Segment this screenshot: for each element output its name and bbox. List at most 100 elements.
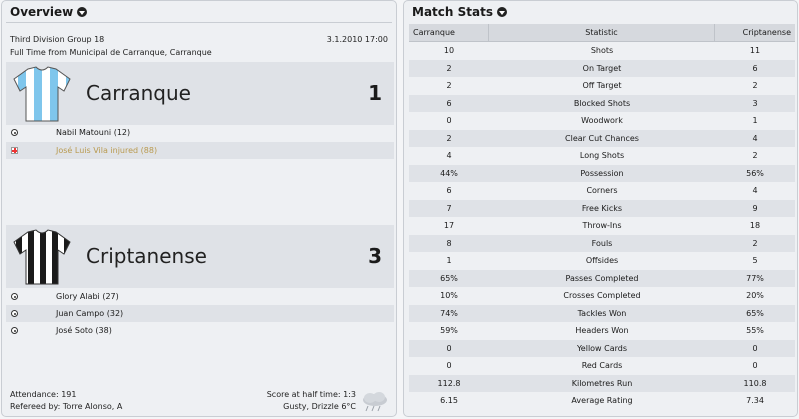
header-home[interactable]: Carranque xyxy=(409,24,489,41)
away-team-name[interactable]: Criptanense xyxy=(86,244,207,268)
away-value: 56% xyxy=(746,168,764,178)
stat-label: Free Kicks xyxy=(581,203,623,213)
table-row: 17 Throw-Ins 18 xyxy=(409,217,795,235)
event-text[interactable]: Nabil Matouni (12) xyxy=(56,128,131,137)
stat-label: On Target xyxy=(582,63,622,73)
home-value: 112.8 xyxy=(437,378,461,388)
stat-label: Clear Cut Chances xyxy=(565,133,639,143)
table-row: 2 Off Target 2 xyxy=(409,77,795,95)
away-value: 110.8 xyxy=(743,378,767,388)
stat-label: Yellow Cards xyxy=(576,343,628,353)
away-value: 2 xyxy=(752,81,758,91)
home-value: 0 xyxy=(446,343,452,353)
event-text[interactable]: José Luis Vila injured (88) xyxy=(56,146,158,155)
table-row: 2 Clear Cut Chances 4 xyxy=(409,129,795,147)
stat-label: Average Rating xyxy=(571,396,633,406)
halftime-score: Score at half time: 1:3 xyxy=(266,390,356,399)
stat-label: Passes Completed xyxy=(565,273,639,283)
stat-label: Blocked Shots xyxy=(573,98,631,108)
table-row: 74% Tackles Won 65% xyxy=(409,304,795,322)
home-value: 17 xyxy=(443,221,455,231)
table-row: 0 Woodwork 1 xyxy=(409,112,795,130)
home-value: 10 xyxy=(443,46,455,56)
overview-title-label: Overview xyxy=(10,5,74,19)
away-event-3: José Soto (38) xyxy=(6,322,394,339)
injury-icon xyxy=(10,147,18,154)
stat-label: Long Shots xyxy=(579,151,625,161)
home-value: 0 xyxy=(446,361,452,371)
stat-label: Offsides xyxy=(585,256,619,266)
divider xyxy=(6,22,392,23)
referee-label[interactable]: Refereed by: Torre Alonso, A xyxy=(10,402,123,411)
match-date: 3.1.2010 17:00 xyxy=(326,35,388,44)
away-value: 65% xyxy=(746,308,764,318)
table-row: 0 Red Cards 0 xyxy=(409,357,795,375)
match-stats-title-label: Match Stats xyxy=(412,5,493,19)
away-value: 7.34 xyxy=(746,396,764,406)
away-score: 3 xyxy=(368,244,382,268)
event-text[interactable]: José Soto (38) xyxy=(56,326,112,335)
stat-label: Headers Won xyxy=(575,326,629,336)
header-statistic[interactable]: Statistic xyxy=(489,24,716,41)
away-kit-icon xyxy=(13,229,71,285)
away-value: 1 xyxy=(752,116,758,126)
away-value: 18 xyxy=(749,221,761,231)
event-text[interactable]: Glory Alabi (27) xyxy=(56,292,119,301)
table-row: 10 Shots 11 xyxy=(409,42,795,60)
stat-label: Off Target xyxy=(582,81,622,91)
ball-icon xyxy=(10,293,18,300)
header-away[interactable]: Criptanense xyxy=(742,28,791,37)
competition-label[interactable]: Third Division Group 18 xyxy=(10,35,105,44)
home-event-1: Nabil Matouni (12) xyxy=(6,124,394,141)
table-row: 112.8 Kilometres Run 110.8 xyxy=(409,374,795,392)
event-text[interactable]: Juan Campo (32) xyxy=(56,309,124,318)
table-row: 1 Offsides 5 xyxy=(409,252,795,270)
home-value: 6.15 xyxy=(440,396,458,406)
home-value: 44% xyxy=(440,168,458,178)
stats-table-header: Carranque Statistic Criptanense xyxy=(409,24,795,42)
home-value: 1 xyxy=(446,256,452,266)
table-row: 44% Possession 56% xyxy=(409,164,795,182)
home-value: 2 xyxy=(446,81,452,91)
away-value: 2 xyxy=(752,151,758,161)
table-row: 65% Passes Completed 77% xyxy=(409,269,795,287)
home-kit-icon xyxy=(13,66,71,122)
home-value: 8 xyxy=(446,238,452,248)
match-stats-title[interactable]: Match Stats xyxy=(412,3,507,21)
table-row: 8 Fouls 2 xyxy=(409,234,795,252)
away-value: 20% xyxy=(746,291,764,301)
home-team-band: Carranque 1 xyxy=(6,62,394,125)
ball-icon xyxy=(10,327,18,334)
away-value: 0 xyxy=(752,361,758,371)
table-row: 59% Headers Won 55% xyxy=(409,322,795,340)
match-stats-panel: Match Stats Carranque Statistic Criptane… xyxy=(403,0,798,417)
table-row: 2 On Target 6 xyxy=(409,59,795,77)
chevron-down-icon[interactable] xyxy=(77,7,88,17)
stat-label: Tackles Won xyxy=(577,308,627,318)
table-row: 4 Long Shots 2 xyxy=(409,147,795,165)
stat-label: Shots xyxy=(590,46,614,56)
weather-label: Gusty, Drizzle 6°C xyxy=(283,402,356,411)
away-team-band: Criptanense 3 xyxy=(6,225,394,288)
table-row: 6.15 Average Rating 7.34 xyxy=(409,392,795,410)
home-value: 10% xyxy=(440,291,458,301)
chevron-down-icon[interactable] xyxy=(496,7,507,17)
home-value: 59% xyxy=(440,326,458,336)
away-value: 4 xyxy=(752,133,758,143)
away-value: 0 xyxy=(752,343,758,353)
away-value: 55% xyxy=(746,326,764,336)
home-value: 7 xyxy=(446,203,452,213)
stat-label: Kilometres Run xyxy=(571,378,633,388)
home-value: 6 xyxy=(446,98,452,108)
away-event-2: Juan Campo (32) xyxy=(6,305,394,322)
overview-panel: Overview Third Division Group 18 3.1.201… xyxy=(1,0,397,417)
table-row: 6 Corners 4 xyxy=(409,182,795,200)
stats-table: Carranque Statistic Criptanense 10 Shots 1… xyxy=(409,24,795,410)
home-team-name[interactable]: Carranque xyxy=(86,81,191,105)
ball-icon xyxy=(10,129,18,136)
overview-title[interactable]: Overview xyxy=(10,3,88,21)
stat-label: Possession xyxy=(580,168,624,178)
table-row: 7 Free Kicks 9 xyxy=(409,199,795,217)
away-value: 77% xyxy=(746,273,764,283)
home-value: 65% xyxy=(440,273,458,283)
